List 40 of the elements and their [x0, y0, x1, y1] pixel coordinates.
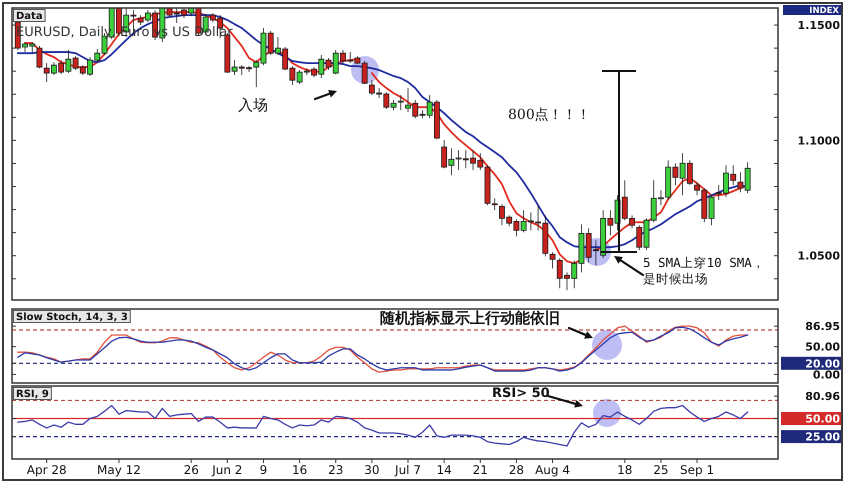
chart-title: RSI, 9 [16, 389, 49, 400]
annotation: 800点！！！ [508, 107, 591, 123]
y-tick-label: 25.00 [805, 430, 840, 444]
y-tick-label: 0.00 [812, 368, 840, 382]
x-tick-label: 23 [328, 463, 344, 477]
line-series [17, 404, 748, 447]
y-tick-label: 50.00 [805, 340, 840, 354]
x-tick-label: 26 [184, 463, 199, 477]
annotation: 入场 [238, 96, 268, 114]
y-tick-label: 80.96 [805, 390, 840, 404]
x-tick-label: 28 [508, 463, 524, 477]
x-tick-label: Jun 2 [211, 463, 242, 477]
annotation: 随机指标显示上行动能依旧 [380, 309, 560, 327]
x-tick-label: 21 [472, 463, 488, 477]
candlestick [550, 252, 556, 269]
annotation: 是时候出场 [643, 271, 708, 286]
y-tick-label: 1.0500 [798, 250, 840, 263]
x-tick-label: 18 [617, 463, 632, 477]
candlestick [398, 94, 404, 111]
x-tick-label: 9 [260, 463, 268, 477]
y-tick-label: 20.00 [805, 357, 840, 370]
y-tick-label: 1.1500 [798, 19, 840, 32]
candlestick [36, 46, 42, 69]
x-tick-label: Sep 1 [680, 463, 714, 477]
y-tick-label: 1.1000 [798, 134, 840, 148]
x-tick-label: Aug 4 [535, 463, 570, 477]
x-tick-label: 25 [653, 463, 669, 477]
chart-title: Data [16, 11, 43, 22]
y-tick-label: 86.95 [805, 320, 840, 334]
y-axis-title: INDEX [809, 6, 840, 16]
x-tick-label: May 12 [97, 463, 141, 477]
annotation: RSI> 50 [492, 386, 550, 401]
x-tick-label: 30 [364, 463, 380, 477]
chart-title: Slow Stoch, 14, 3, 3 [16, 312, 128, 323]
y-tick-label: 50.00 [805, 412, 840, 426]
x-tick-label: Jul 7 [394, 463, 421, 477]
x-tick-label: 16 [292, 463, 308, 477]
x-tick-label: Apr 28 [26, 463, 67, 477]
annotation: 5 SMA上穿10 SMA， [643, 255, 765, 270]
x-tick-label: 14 [436, 463, 452, 477]
